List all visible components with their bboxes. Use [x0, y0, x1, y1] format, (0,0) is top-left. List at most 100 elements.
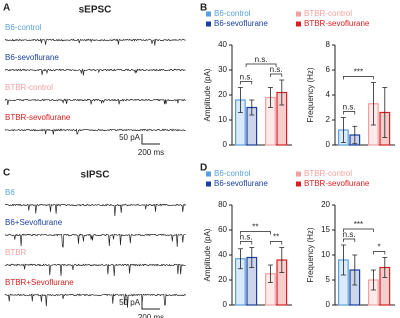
- trace-label: BTBR-control: [5, 83, 53, 92]
- y-tick-label: 20: [218, 275, 227, 284]
- significance-bracket: [240, 81, 253, 85]
- trace-label: BTBR+Sevoflurane: [5, 278, 74, 287]
- trace-label: B6-sevoflurane: [5, 53, 59, 62]
- significance-bracket: [240, 241, 253, 245]
- error-bar: [352, 254, 358, 286]
- trace: [4, 98, 186, 105]
- error-bar: [340, 244, 346, 276]
- error-bar: [382, 87, 388, 138]
- error-bar: [267, 264, 273, 283]
- significance-label: n.s.: [240, 73, 253, 82]
- significance-label: **: [252, 223, 258, 232]
- significance-bracket: [270, 241, 283, 245]
- trace-label: BTBR: [5, 248, 27, 257]
- scale-bar: [141, 299, 160, 310]
- y-tick-label: 0: [326, 300, 331, 309]
- legend-swatch: [296, 171, 301, 177]
- significance-bracket: [343, 111, 356, 115]
- y-tick-label: 80: [218, 200, 227, 209]
- y-tick-label: 6: [326, 65, 331, 74]
- legend-swatch: [296, 21, 301, 27]
- legend-swatch: [206, 11, 211, 17]
- panel-title: sEPSC: [79, 5, 112, 16]
- error-bar: [352, 125, 358, 145]
- y-axis-label: Frequency (Hz): [306, 67, 315, 122]
- y-tick-label: 10: [218, 115, 227, 124]
- panel-letter: B: [200, 3, 207, 14]
- legend-label: B6-control: [214, 9, 251, 18]
- scale-x-label: 200 ms: [138, 148, 164, 157]
- scale-x-label: 200 ms: [138, 313, 164, 318]
- y-tick-label: 10: [321, 250, 330, 259]
- legend-label: BTBR-sevoflurane: [304, 19, 370, 28]
- y-tick-label: 0: [223, 140, 228, 149]
- y-tick-label: 15: [321, 225, 330, 234]
- trace: [4, 38, 186, 46]
- significance-label: n.s.: [343, 103, 356, 112]
- legend-swatch: [206, 171, 211, 177]
- panel-letter: C: [3, 168, 10, 179]
- legend-label: B6-control: [214, 169, 251, 178]
- error-bar: [370, 82, 376, 126]
- panel-letter: A: [3, 3, 10, 14]
- y-tick-label: 4: [326, 90, 331, 99]
- y-tick-label: 30: [218, 65, 227, 74]
- error-bar: [249, 99, 255, 116]
- error-bar: [237, 87, 243, 113]
- significance-label: n.s.: [343, 230, 356, 239]
- significance-bracket: [373, 251, 386, 255]
- significance-label: ***: [354, 68, 363, 77]
- legend-label: B6-sevoflurane: [214, 19, 268, 28]
- significance-label: **: [273, 233, 279, 242]
- significance-bracket: [245, 63, 277, 67]
- scale-bar: [141, 134, 160, 145]
- y-tick-label: 2: [326, 115, 331, 124]
- significance-label: *: [378, 243, 381, 252]
- scale-y-label: 50 pA: [119, 298, 141, 307]
- y-tick-label: 0: [223, 300, 228, 309]
- trace: [4, 203, 186, 217]
- legend-swatch: [206, 21, 211, 27]
- legend-label: BTBR-sevoflurane: [304, 179, 370, 188]
- significance-label: ***: [354, 220, 363, 229]
- error-bar: [249, 247, 255, 268]
- y-tick-label: 20: [321, 200, 330, 209]
- error-bar: [237, 248, 243, 270]
- y-tick-label: 60: [218, 225, 227, 234]
- significance-bracket: [343, 238, 356, 242]
- significance-bracket: [270, 73, 283, 77]
- trace: [4, 233, 186, 248]
- y-tick-label: 8: [326, 40, 331, 49]
- legend-label: B6-sevoflurane: [214, 179, 268, 188]
- significance-bracket: [343, 228, 374, 232]
- panel-letter: D: [200, 163, 207, 174]
- legend-swatch: [206, 181, 211, 187]
- y-axis-label: Amplitude (pA): [203, 68, 212, 121]
- error-bar: [370, 269, 376, 291]
- error-bar: [267, 87, 273, 108]
- panel-title: sIPSC: [81, 170, 110, 181]
- y-tick-label: 0: [326, 140, 331, 149]
- y-axis-label: Amplitude (pA): [203, 228, 212, 281]
- significance-label: n.s.: [240, 233, 253, 242]
- significance-bracket: [240, 231, 271, 235]
- trace-label: B6: [5, 188, 15, 197]
- legend-swatch: [296, 11, 301, 17]
- y-tick-label: 40: [218, 40, 227, 49]
- error-bar: [279, 79, 285, 106]
- trace: [4, 68, 186, 76]
- scale-y-label: 50 pA: [119, 133, 141, 142]
- legend-swatch: [296, 181, 301, 187]
- y-tick-label: 5: [326, 275, 331, 284]
- y-tick-label: 20: [218, 90, 227, 99]
- error-bar: [279, 247, 285, 273]
- trace-label: B6+Sevoflurane: [5, 218, 63, 227]
- legend-label: BTBR-control: [304, 169, 352, 178]
- significance-bracket: [343, 76, 374, 80]
- trace-label: BTBR-sevoflurane: [5, 113, 71, 122]
- trace-label: B6-control: [5, 23, 42, 32]
- error-bar: [382, 257, 388, 278]
- trace: [4, 293, 186, 308]
